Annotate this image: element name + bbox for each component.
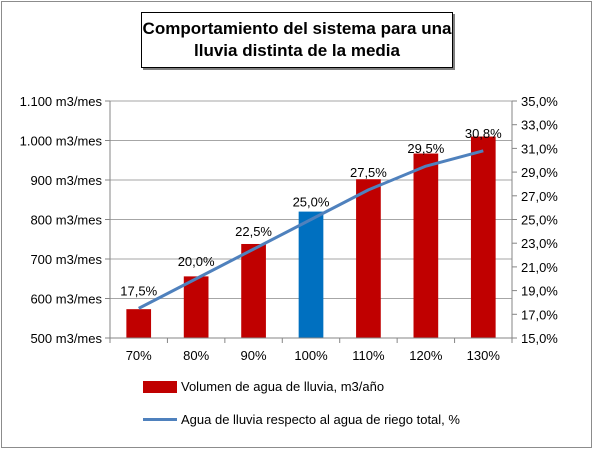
y-left-tick-label: 1.100 m3/mes: [20, 94, 103, 109]
y-right-tick-label: 23,0%: [521, 236, 558, 251]
x-tick-label: 130%: [467, 348, 501, 363]
data-label: 20,0%: [178, 254, 215, 269]
data-label: 22,5%: [235, 224, 272, 239]
data-label: 17,5%: [120, 283, 157, 298]
y-left-tick-label: 800 m3/mes: [30, 213, 102, 228]
x-tick-label: 70%: [126, 348, 152, 363]
legend-bar-label: Volumen de agua de lluvia, m3/año: [181, 379, 385, 394]
y-left-tick-label: 600 m3/mes: [30, 292, 102, 307]
y-right-tick-label: 27,0%: [521, 189, 558, 204]
y-left-tick-label: 500 m3/mes: [30, 331, 102, 346]
legend-bar-swatch: [143, 380, 177, 393]
y-right-tick-label: 21,0%: [521, 260, 558, 275]
y-right-tick-label: 19,0%: [521, 284, 558, 299]
bar: [241, 243, 266, 338]
line-series: [138, 149, 484, 310]
y-right-tick-label: 15,0%: [521, 331, 558, 346]
data-label: 27,5%: [350, 165, 387, 180]
bar: [470, 136, 496, 338]
y-right-tick-label: 17,0%: [521, 307, 558, 322]
x-tick-label: 110%: [352, 348, 385, 363]
bar: [298, 211, 324, 338]
y-left-tick-label: 700 m3/mes: [30, 252, 102, 267]
y-right-tick-label: 33,0%: [521, 118, 558, 133]
y-right-tick-label: 25,0%: [521, 213, 558, 228]
data-label: 25,0%: [293, 195, 330, 210]
bar: [183, 276, 209, 338]
bar: [356, 179, 381, 338]
data-label: 30,8%: [465, 126, 502, 141]
bar: [126, 309, 152, 338]
legend-item-line: Agua de lluvia respecto al agua de riego…: [143, 412, 460, 427]
x-tick-label: 120%: [409, 348, 443, 363]
y-right-tick-label: 35,0%: [521, 94, 558, 109]
data-label: 29,5%: [407, 141, 444, 156]
y-left-tick-label: 1.000 m3/mes: [20, 134, 103, 149]
legend-line-label: Agua de lluvia respecto al agua de riego…: [181, 412, 460, 427]
chart-title-line-2: lluvia distinta de la media: [194, 41, 400, 60]
chart-title: Comportamiento del sistema para una lluv…: [141, 12, 453, 68]
bar: [413, 153, 439, 338]
legend-line-swatch: [143, 418, 177, 421]
x-tick-label: 100%: [294, 348, 328, 363]
legend-item-bars: Volumen de agua de lluvia, m3/año: [143, 379, 384, 394]
x-tick-label: 80%: [183, 348, 209, 363]
y-right-tick-label: 31,0%: [521, 141, 558, 156]
chart-title-line-1: Comportamiento del sistema para una: [142, 19, 452, 38]
y-right-tick-label: 29,0%: [521, 165, 558, 180]
y-left-tick-label: 900 m3/mes: [30, 173, 102, 188]
x-tick-label: 90%: [241, 348, 267, 363]
